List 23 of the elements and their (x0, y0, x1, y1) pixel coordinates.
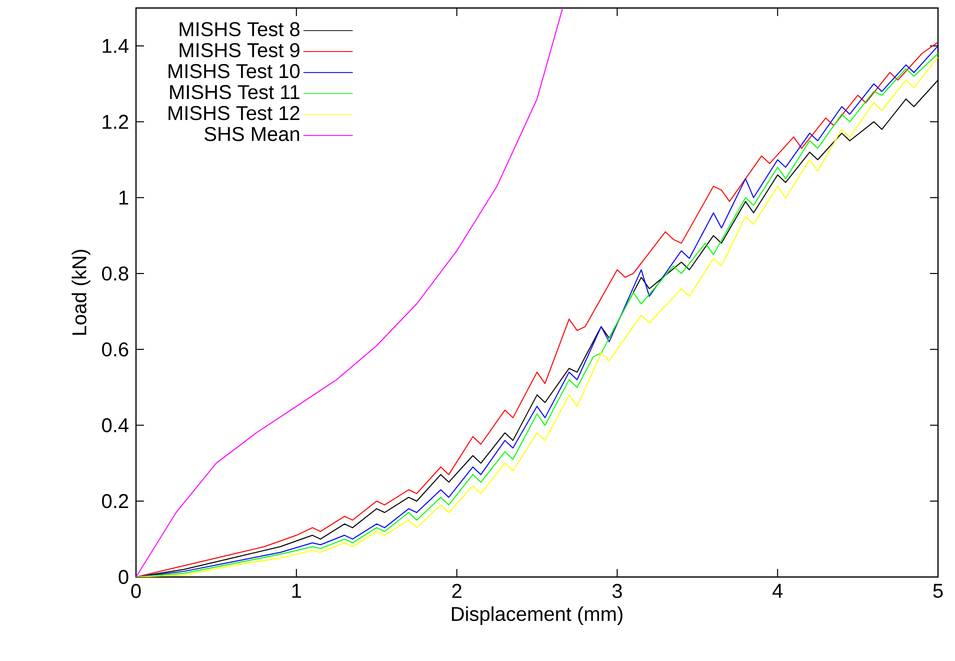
x-tick-label: 2 (452, 584, 462, 598)
x-tick-label: 1 (292, 584, 301, 598)
y-tick-label: 0.8 (102, 266, 128, 281)
line-series (136, 8, 564, 577)
legend-label: MISHS Test 12 (168, 106, 300, 120)
x-tick-label: 3 (612, 584, 622, 598)
legend-label: SHS Mean (204, 126, 300, 142)
x-tick-label: 4 (772, 584, 783, 598)
legend-label: MISHS Test 8 (180, 22, 300, 36)
x-tick-label: 5 (933, 584, 943, 598)
y-tick-label: 1 (119, 190, 128, 205)
y-axis-title: Load (kN) (72, 250, 90, 335)
y-tick-label: 0.2 (102, 494, 128, 508)
y-tick-label: 1.2 (102, 114, 128, 129)
x-axis-title: Displacement (mm) (452, 606, 622, 625)
x-tick-label: 0 (131, 584, 141, 598)
y-tick-label: 0.6 (102, 342, 128, 356)
y-tick-label: 1.4 (102, 39, 128, 53)
legend-label: MISHS Test 9 (180, 43, 300, 58)
y-tick-label: 0.4 (102, 418, 128, 432)
legend-label: MISHS Test 11 (170, 85, 300, 100)
y-tick-label: 0 (118, 570, 128, 584)
legend-label: MISHS Test 10 (168, 64, 300, 78)
